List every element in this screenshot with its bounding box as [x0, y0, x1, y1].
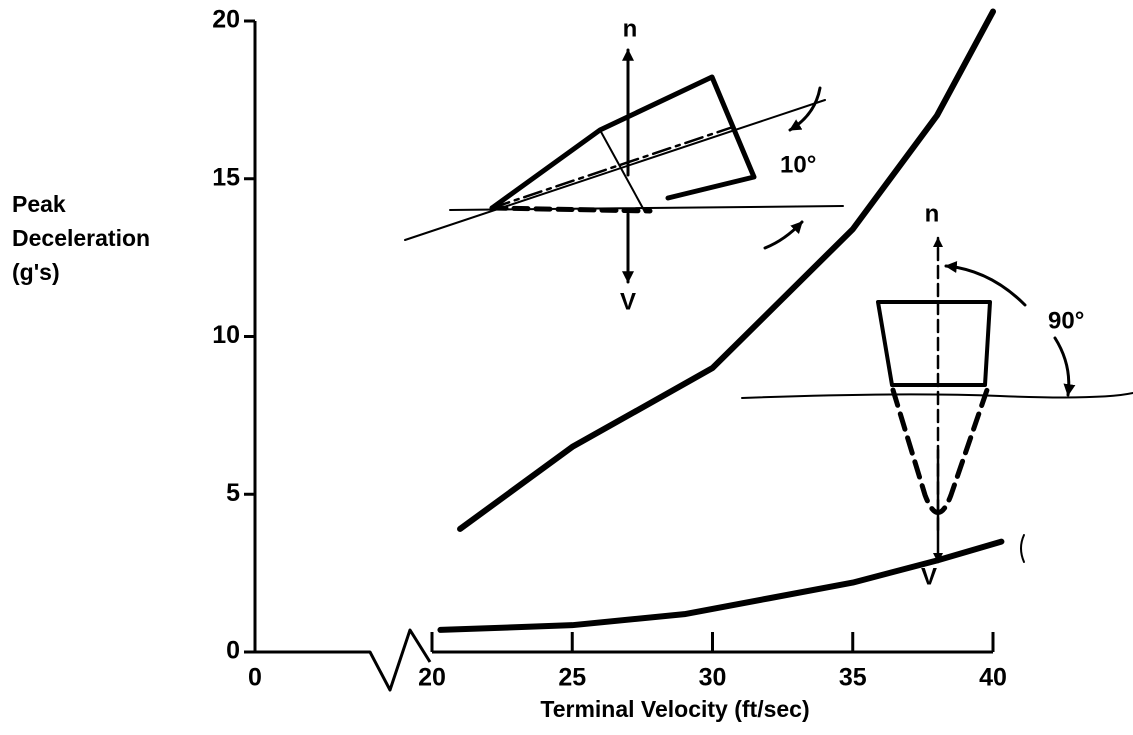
- x-tick-label: 40: [979, 664, 1007, 692]
- capsule-edge: [599, 129, 646, 213]
- sketch-90-degree: [741, 236, 1133, 564]
- sketch-10-degree: [404, 48, 844, 284]
- centerline: [490, 125, 735, 210]
- curve: [437, 538, 1005, 633]
- sketch-label: V: [921, 563, 937, 590]
- y-tick-label: 5: [226, 479, 240, 507]
- x-tick-label: 20: [418, 664, 446, 692]
- capsule-submerged: [890, 387, 990, 515]
- series-label: 10°: [780, 151, 816, 178]
- water-line: [741, 392, 1133, 399]
- x-tick-label: 25: [558, 664, 586, 692]
- x-tick-label: 0: [248, 664, 262, 692]
- x-axis-label: Terminal Velocity (ft/sec): [540, 696, 809, 722]
- x-axis: [255, 628, 993, 692]
- y-tick-label: 10: [212, 321, 240, 349]
- sketch-label: n: [623, 15, 638, 42]
- capsule-submerged: [489, 205, 653, 214]
- y-axis-label: Peak: [12, 191, 66, 217]
- y-tick-label: 20: [212, 6, 240, 34]
- x-tick-label: 35: [839, 664, 867, 692]
- capsule-outline: [489, 74, 757, 211]
- sketch-label: V: [620, 288, 636, 315]
- curve: [457, 8, 996, 532]
- angle-arc: [1053, 336, 1076, 397]
- x-tick-label: 30: [699, 664, 727, 692]
- sketch-label: n: [925, 200, 940, 227]
- capsule-outline: [876, 300, 992, 387]
- body-axis: [404, 99, 826, 241]
- stray-mark: [1020, 534, 1025, 563]
- angle-arc: [788, 86, 822, 132]
- angle-arc: [763, 220, 804, 250]
- y-axis-label: Deceleration: [12, 225, 150, 251]
- angle-arc: [944, 261, 1027, 307]
- y-tick-label: 15: [212, 163, 240, 191]
- y-tick-label: 0: [226, 637, 240, 665]
- y-axis-label: (g's): [12, 259, 60, 285]
- series-label: 90°: [1048, 307, 1084, 334]
